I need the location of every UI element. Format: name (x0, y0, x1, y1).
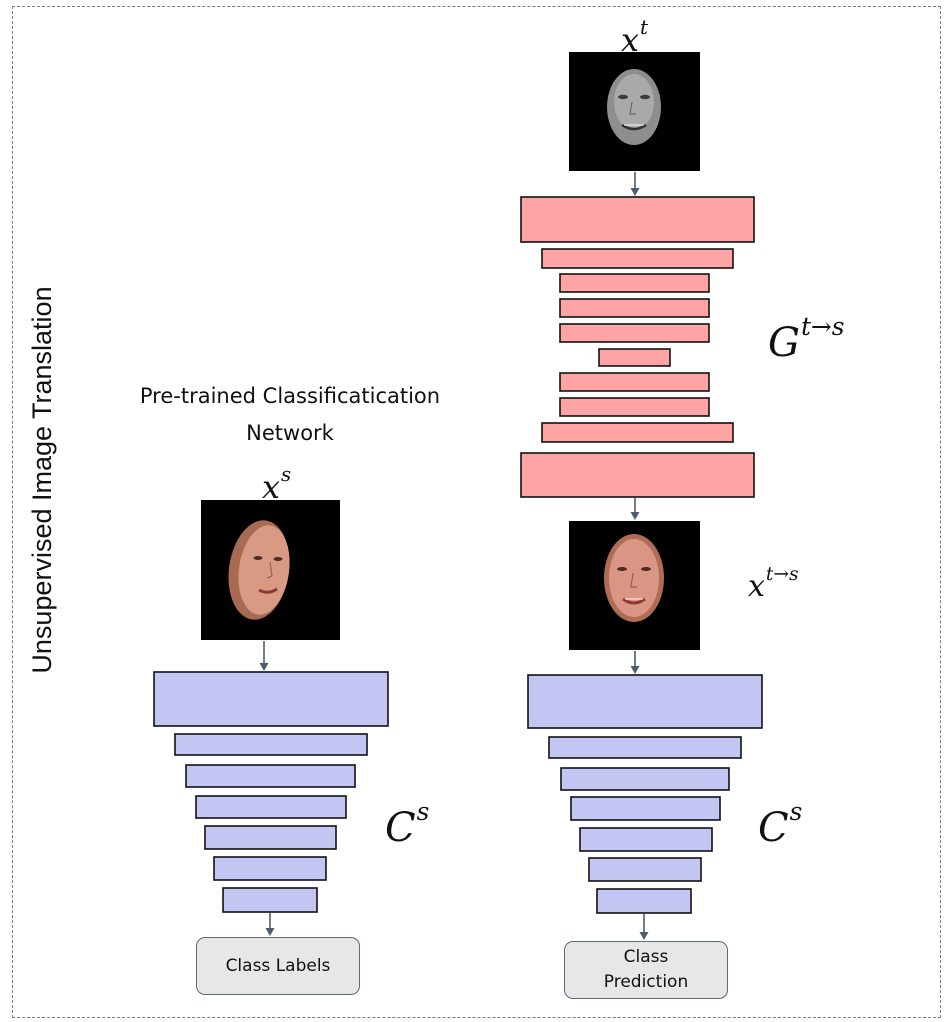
generator-layer-block (559, 298, 710, 318)
generator-layer-block (559, 372, 710, 392)
generator-layer-block (559, 323, 710, 343)
face-photo-source-icon (228, 520, 290, 620)
classifier-right-layer-block (560, 767, 730, 791)
outer-dashed-frame (12, 6, 941, 1018)
classifier-right-layer-block (588, 857, 702, 882)
classifier-left-layer-block (153, 671, 389, 727)
pretrained-heading-line2: Network (246, 421, 334, 445)
classifier-left-layer-block (185, 764, 356, 788)
classifier-left-layer-block (204, 825, 337, 850)
classifier-right-layer-block (548, 736, 742, 759)
translated-face-photo (569, 521, 700, 650)
generator-label: Gt→s (768, 312, 845, 367)
arrow-source-to-classifier (259, 641, 269, 671)
classifier-left-layer-block (222, 887, 318, 913)
classifier-left-layer-block (195, 795, 347, 819)
classifier-left-label: Cs (385, 797, 430, 852)
pretrained-network-heading: Pre-trained Classificatication Network (130, 378, 450, 452)
arrow-classifier-right-to-prediction (639, 914, 649, 940)
generator-layer-block (541, 422, 734, 443)
generator-layer-block (559, 273, 710, 293)
generator-layer-block (598, 348, 671, 367)
classifier-left-layer-block (174, 733, 368, 756)
arrow-target-to-generator (630, 172, 640, 196)
target-face-photo (569, 52, 700, 171)
face-photo-target-grayscale-icon (607, 69, 661, 145)
class-prediction-line2: Prediction (603, 972, 689, 992)
classifier-right-layer-block (527, 674, 763, 729)
generator-layer-block (520, 196, 755, 243)
arrow-translated-to-classifier (630, 651, 640, 674)
generator-layer-block (541, 248, 734, 269)
target-input-label: xt (621, 16, 649, 59)
translated-image-label: xt→s (748, 564, 799, 604)
source-input-label: xs (262, 463, 292, 506)
classifier-right-label: Cs (758, 797, 803, 852)
classifier-right-layer-block (596, 888, 692, 914)
face-photo-translated-icon (604, 534, 664, 622)
pretrained-heading-line1: Pre-trained Classificatication (139, 384, 441, 408)
class-labels-text: Class Labels (225, 955, 331, 976)
arrow-generator-to-translated (630, 498, 640, 520)
classifier-right-layer-block (570, 796, 721, 821)
class-prediction-line1: Class (623, 947, 669, 967)
generator-layer-block (559, 397, 710, 417)
class-prediction-box: Class Prediction (564, 941, 728, 999)
classifier-left-layer-block (213, 856, 327, 881)
generator-layer-block (520, 452, 755, 498)
source-face-photo (201, 500, 340, 640)
arrow-classifier-left-to-labels (265, 913, 275, 936)
classifier-right-layer-block (579, 827, 713, 852)
class-labels-box: Class Labels (196, 937, 360, 995)
